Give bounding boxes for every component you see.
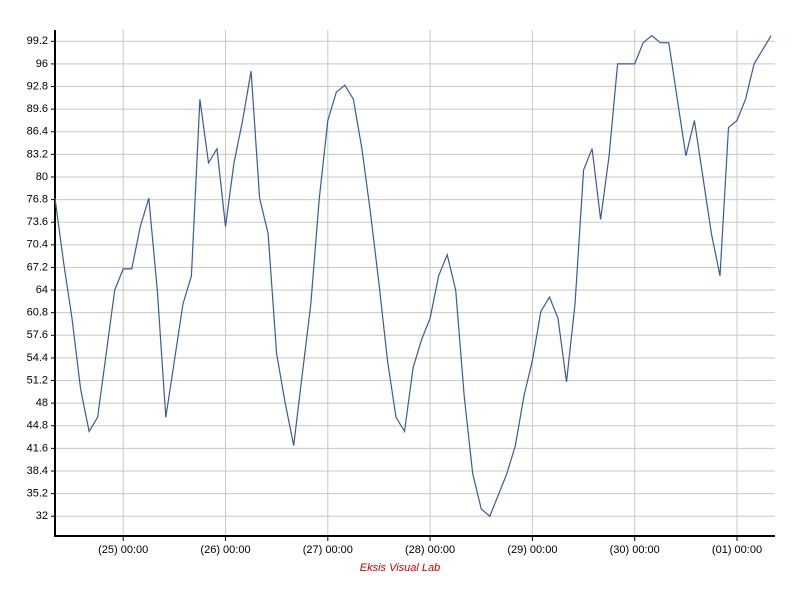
y-tick-label: 32 (36, 510, 48, 522)
y-tick-label: 80 (36, 171, 48, 183)
y-tick-label: 64 (36, 284, 48, 296)
y-tick-label: 48 (36, 397, 48, 409)
x-tick-label: (27) 00:00 (303, 544, 353, 556)
x-tick-label: (30) 00:00 (610, 544, 660, 556)
y-tick-label: 67.2 (27, 261, 48, 273)
x-tick-label: (29) 00:00 (507, 544, 557, 556)
y-tick-label: 44.8 (27, 420, 48, 432)
y-tick-label: 57.6 (27, 329, 48, 341)
y-tick-label: 96 (36, 58, 48, 70)
y-tick-label: 70.4 (27, 239, 48, 251)
y-tick-label: 51.2 (27, 374, 48, 386)
data-line (54, 34, 772, 518)
y-tick-label: 89.6 (27, 103, 48, 115)
footer: Eksis Visual Lab (360, 562, 441, 574)
x-tick-label: (28) 00:00 (405, 544, 455, 556)
y-tick-label: 35.2 (27, 488, 48, 500)
y-tick-label: 60.8 (27, 307, 48, 319)
x-tick-label: (25) 00:00 (98, 544, 148, 556)
y-tick-label: 54.4 (27, 352, 48, 364)
y-tick-label: 99.2 (27, 35, 48, 47)
y-tick-label: 73.6 (27, 216, 48, 228)
y-tick-label: 38.4 (27, 465, 48, 477)
y-tick-label: 86.4 (27, 126, 48, 138)
y-tick-label: 92.8 (27, 80, 48, 92)
y-tick-label: 76.8 (27, 194, 48, 206)
x-tick-label: (01) 00:00 (712, 544, 762, 556)
y-tick-label: 83.2 (27, 148, 48, 160)
x-tick-label: (26) 00:00 (200, 544, 250, 556)
y-tick-label: 41.6 (27, 442, 48, 454)
